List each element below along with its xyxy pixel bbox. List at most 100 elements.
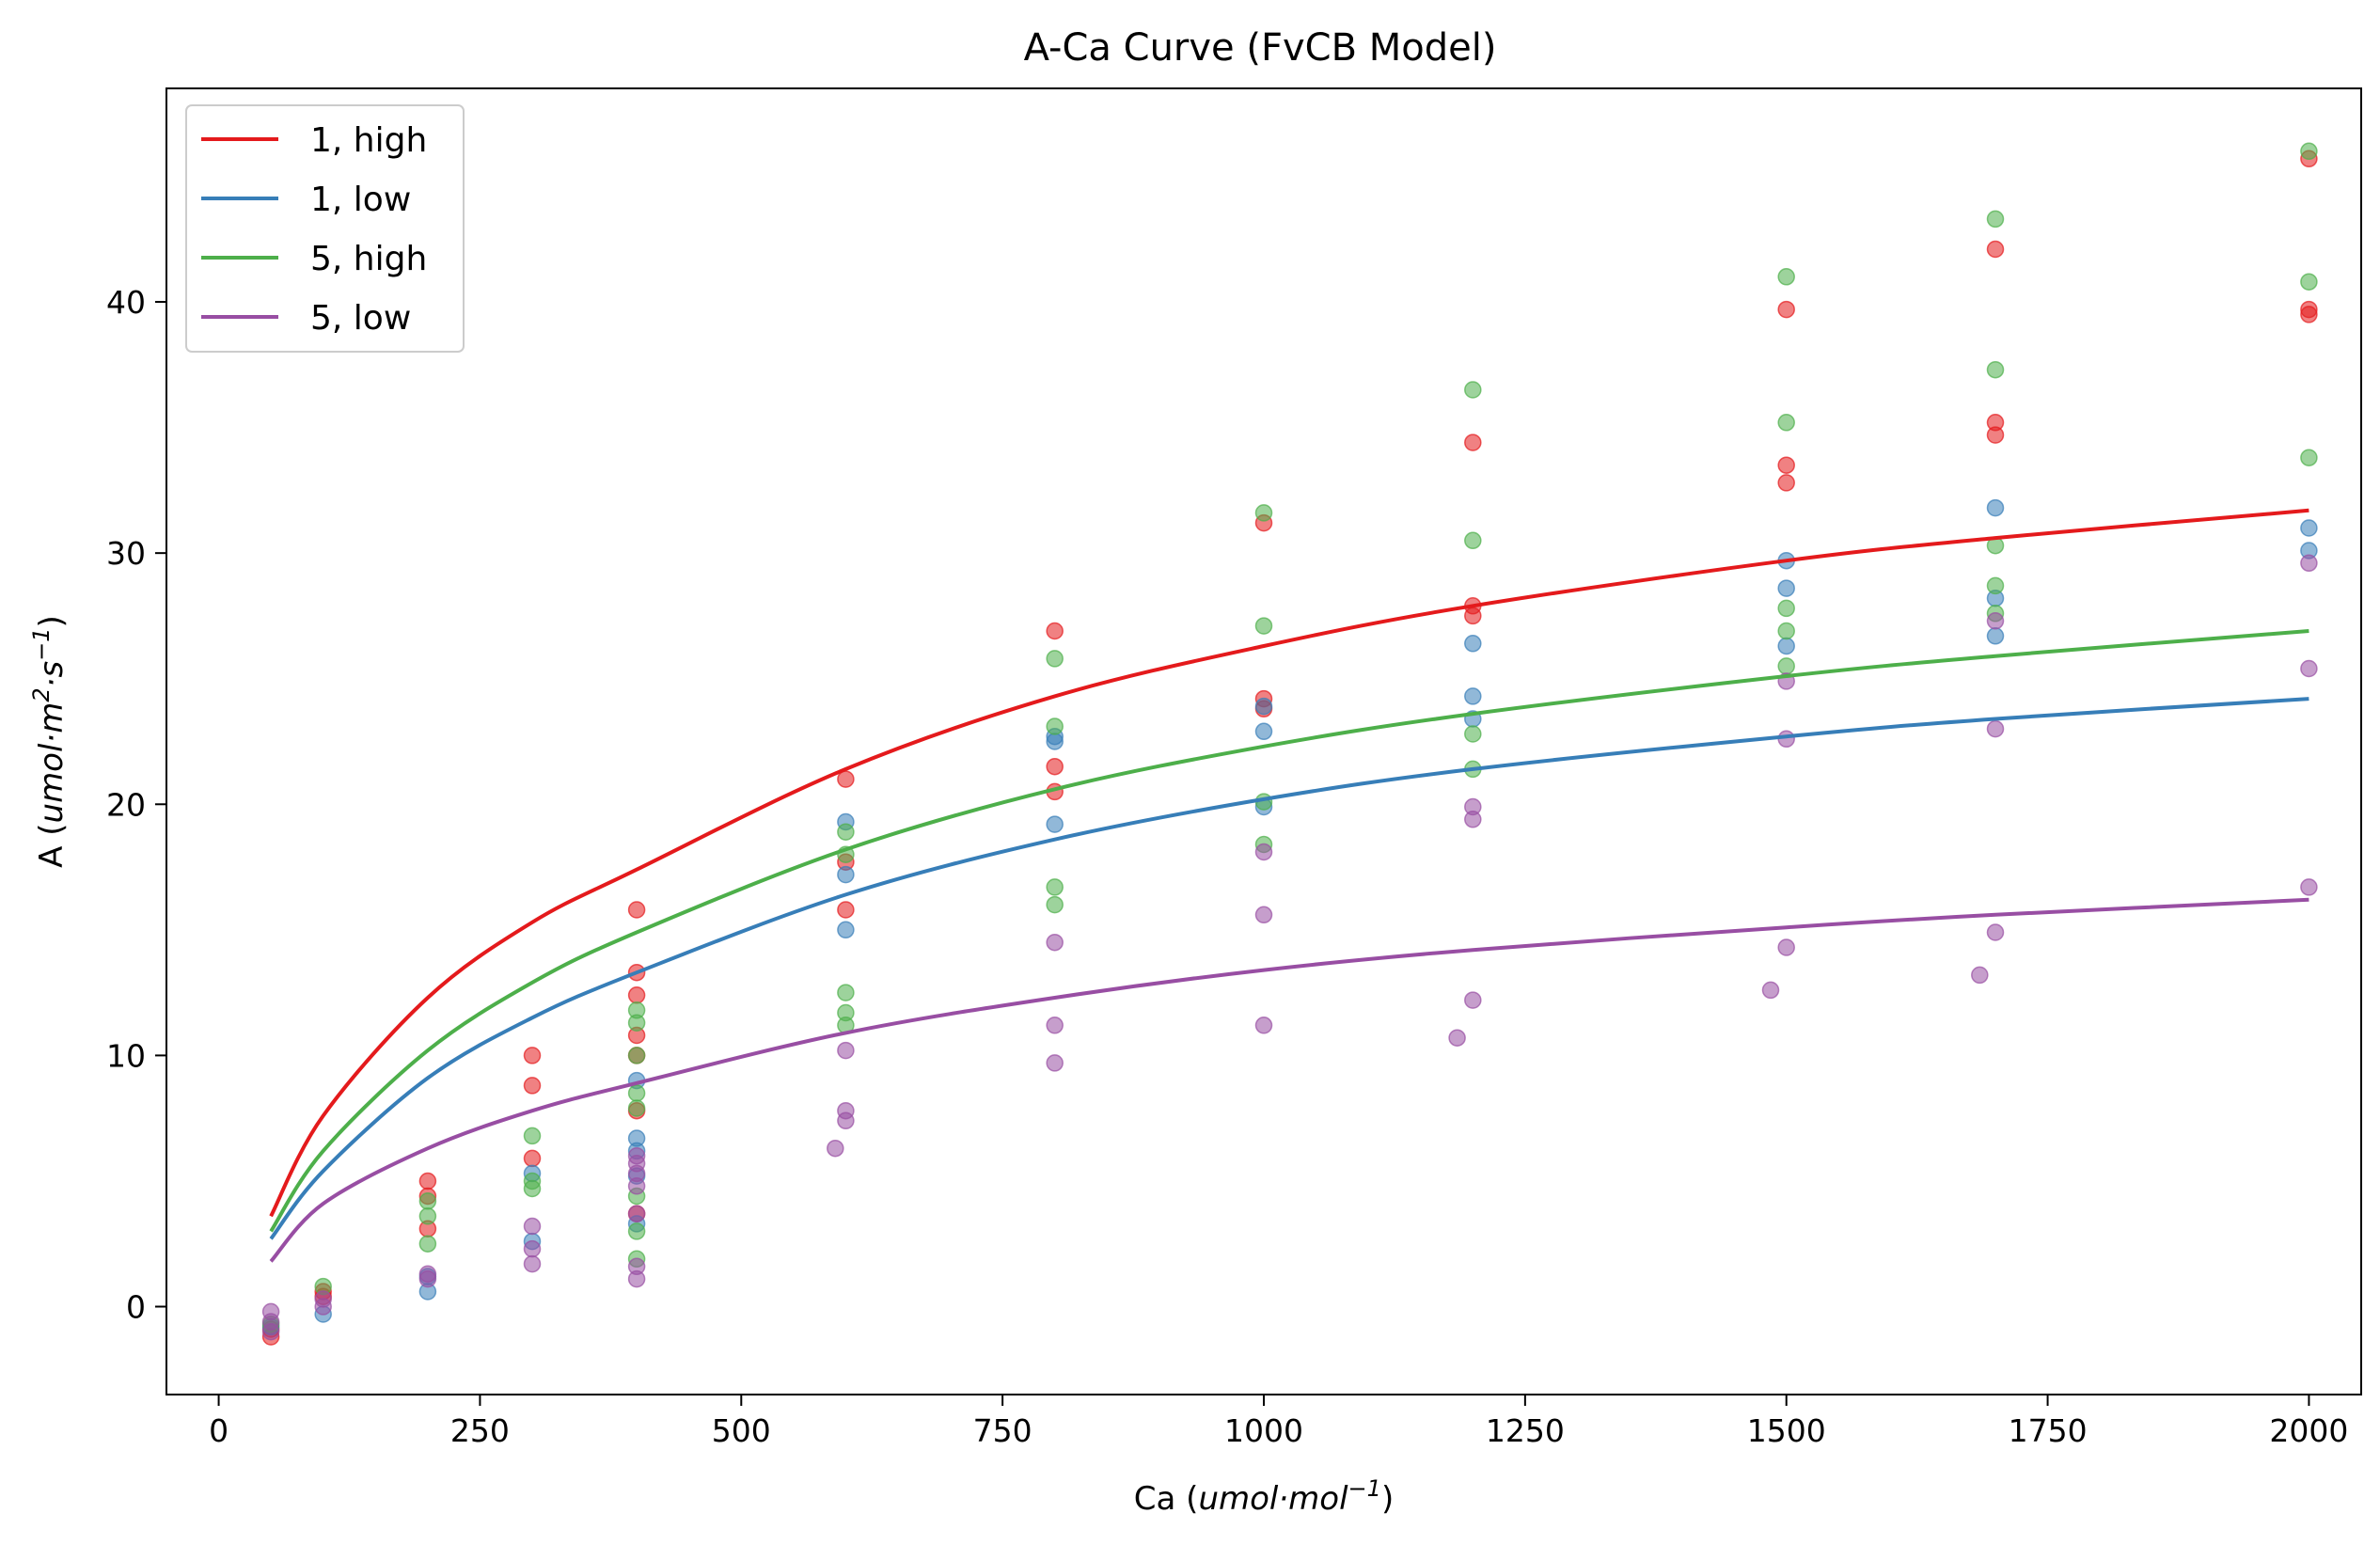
- y-tick-label: 20: [106, 786, 146, 823]
- scatter-point: [1046, 622, 1064, 640]
- y-tick-label: 10: [106, 1037, 146, 1074]
- scatter-point: [523, 1047, 542, 1064]
- scatter-point: [1761, 981, 1780, 1000]
- scatter-point: [418, 1207, 437, 1225]
- y-axis-label-exponent-1: 2: [28, 687, 55, 702]
- x-axis-label-suffix: ): [1381, 1480, 1394, 1518]
- x-tick-label: 1000: [1224, 1412, 1303, 1449]
- scatter-point: [837, 901, 855, 919]
- legend-label: 1, high: [310, 121, 427, 160]
- plot-marks: [261, 142, 2318, 1346]
- scatter-point: [1971, 966, 1989, 985]
- scatter-point: [627, 1177, 646, 1195]
- x-axis-label-prefix: Ca (: [1134, 1480, 1199, 1518]
- x-tick-label: 250: [450, 1412, 510, 1449]
- scatter-point: [1448, 1029, 1466, 1047]
- scatter-point: [1046, 1054, 1064, 1072]
- scatter-point: [1986, 719, 2005, 738]
- scatter-point: [2300, 878, 2318, 896]
- x-tick-label: 750: [973, 1412, 1032, 1449]
- scatter-point: [1464, 607, 1482, 625]
- plot-area: [261, 142, 2318, 1346]
- scatter-point: [1464, 531, 1482, 550]
- scatter-point: [1464, 687, 1482, 705]
- scatter-point: [837, 770, 855, 788]
- legend-box: [185, 104, 465, 353]
- scatter-point: [418, 1269, 437, 1288]
- scatter-point: [523, 1254, 542, 1273]
- scatter-point: [1777, 938, 1795, 956]
- scatter-point: [418, 1172, 437, 1190]
- legend-label: 5, low: [310, 299, 411, 338]
- scatter-point: [2300, 659, 2318, 678]
- fit-line-series-3: [269, 629, 2309, 1233]
- scatter-point: [627, 1014, 646, 1032]
- x-tick-label: 500: [712, 1412, 771, 1449]
- chart-title: A-Ca Curve (FvCB Model): [1024, 26, 1497, 70]
- scatter-point: [1254, 843, 1273, 861]
- legend-label: 1, low: [310, 181, 411, 219]
- x-tick-label: 0: [209, 1412, 229, 1449]
- scatter-point: [827, 1139, 844, 1158]
- scatter-point: [627, 986, 646, 1004]
- scatter-point: [2300, 306, 2318, 323]
- scatter-point: [627, 1099, 646, 1117]
- scatter-point: [1986, 576, 2005, 595]
- scatter-point: [837, 1041, 855, 1060]
- scatter-point: [1254, 617, 1273, 635]
- scatter-point: [837, 984, 855, 1001]
- scatter-point: [523, 1127, 542, 1145]
- scatter-point: [1046, 733, 1064, 750]
- scatter-point: [1777, 657, 1795, 675]
- x-tick-label: 1750: [2009, 1412, 2088, 1449]
- scatter-point: [1046, 878, 1064, 896]
- scatter-point: [523, 1239, 542, 1258]
- scatter-point: [1046, 933, 1064, 952]
- x-tick-label: 2000: [2269, 1412, 2348, 1449]
- scatter-point: [523, 1217, 542, 1236]
- axis-ticks: 0 250 500 750 1000 1250 1500 1750 2000 0 10 20 30 40: [106, 284, 2348, 1449]
- fit-line-series-2: [269, 697, 2309, 1240]
- y-axis-label-exponent-2: −1: [28, 627, 55, 660]
- scatter-point: [2300, 519, 2318, 537]
- scatter-point: [1777, 599, 1795, 618]
- scatter-point: [627, 1047, 646, 1064]
- fit-line-series-1: [269, 508, 2309, 1218]
- scatter-point: [1046, 650, 1064, 668]
- scatter-point: [1777, 456, 1795, 474]
- scatter-point: [2300, 554, 2318, 573]
- scatter-point: [1777, 474, 1795, 492]
- scatter-point: [1777, 730, 1795, 749]
- scatter-point: [1986, 210, 2005, 229]
- x-axis-label-unit: umol·mol: [1198, 1480, 1348, 1518]
- scatter-point: [1254, 722, 1273, 741]
- y-tick-label: 30: [106, 535, 146, 572]
- scatter-point: [523, 1149, 542, 1168]
- scatter-point: [418, 1235, 437, 1253]
- scatter-point: [1464, 991, 1482, 1009]
- scatter-point: [261, 1322, 280, 1341]
- scatter-point: [1986, 240, 2005, 259]
- scatter-point: [627, 1222, 646, 1240]
- scatter-point: [1986, 426, 2005, 444]
- scatter-point: [627, 1084, 646, 1102]
- y-tick-label: 40: [106, 284, 146, 321]
- scatter-point: [1777, 637, 1795, 655]
- fit-line-series-4: [269, 897, 2309, 1263]
- x-axis-label-exponent: −1: [1348, 1475, 1381, 1502]
- scatter-point: [1464, 434, 1482, 451]
- scatter-point: [1046, 895, 1064, 914]
- scatter-point: [1254, 906, 1273, 924]
- y-tick-label: 0: [126, 1289, 146, 1326]
- scatter-point: [1464, 811, 1482, 828]
- scatter-point: [2300, 449, 2318, 466]
- scatter-series-4: [261, 554, 2318, 1341]
- scatter-point: [1254, 504, 1273, 522]
- legend: 1, high 1, low 5, high 5, low: [185, 104, 465, 353]
- scatter-point: [837, 1111, 855, 1130]
- scatter-point: [1464, 381, 1482, 399]
- scatter-point: [523, 1179, 542, 1198]
- scatter-point: [1986, 498, 2005, 517]
- y-axis-label-prefix: A (: [33, 823, 71, 867]
- scatter-point: [2300, 142, 2318, 161]
